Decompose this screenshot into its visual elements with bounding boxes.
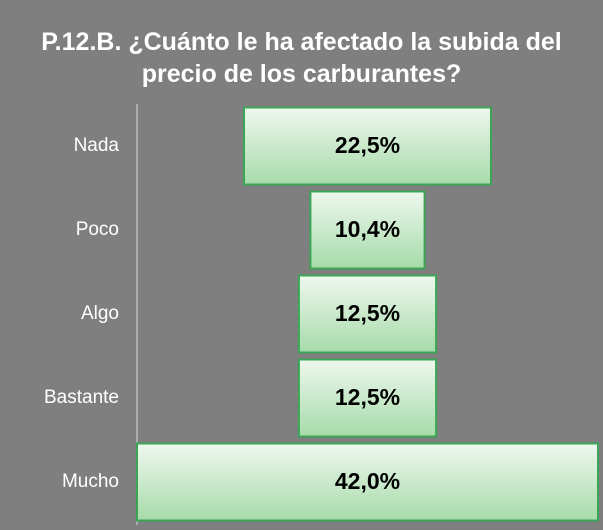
value-label: 22,5% <box>335 132 400 158</box>
chart-title: P.12.B. ¿Cuánto le ha afectado la subida… <box>41 28 562 88</box>
bar <box>297 358 438 438</box>
category-label: Bastante <box>44 387 119 408</box>
category-label: Nada <box>74 135 120 156</box>
value-label: 42,0% <box>335 468 400 494</box>
value-label: 12,5% <box>335 384 400 410</box>
value-label: 10,4% <box>335 216 400 242</box>
bar <box>297 274 438 354</box>
bar <box>243 106 492 186</box>
category-label: Poco <box>76 219 119 240</box>
value-label: 12,5% <box>335 300 400 326</box>
bar <box>136 442 599 522</box>
category-label: Mucho <box>62 471 119 492</box>
category-label: Algo <box>81 303 119 324</box>
bar <box>309 190 426 270</box>
